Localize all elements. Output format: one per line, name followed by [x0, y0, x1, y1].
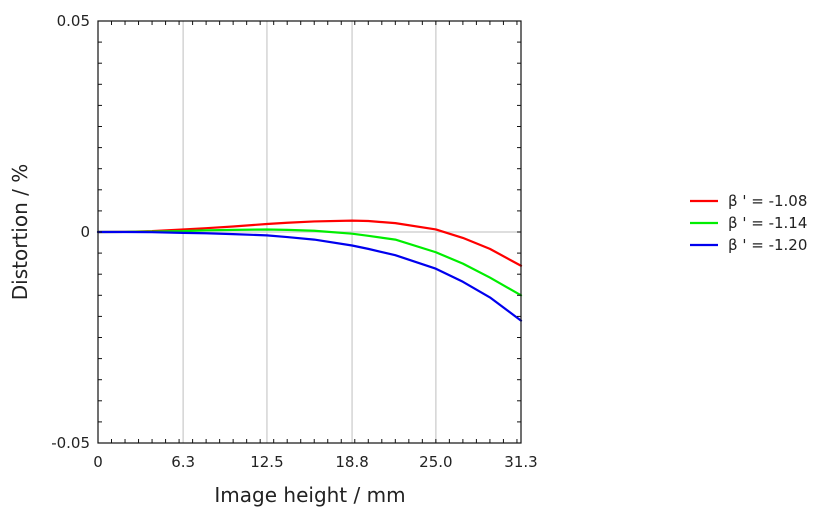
tick-layer — [97, 20, 521, 444]
series-line — [96, 219, 523, 267]
x-tick-label: 12.5 — [250, 453, 283, 471]
y-tick-label: 0.05 — [57, 12, 90, 30]
legend-label: β ' = -1.14 — [728, 214, 807, 232]
series-line — [96, 230, 523, 322]
x-tick-label: 31.3 — [504, 453, 537, 471]
x-axis-title: Image height / mm — [214, 483, 405, 507]
y-axis-title: Distortion / % — [8, 164, 32, 300]
x-tick-label: 25.0 — [419, 453, 452, 471]
x-tick-label: 0 — [93, 453, 103, 471]
legend-label: β ' = -1.20 — [728, 236, 807, 254]
legend: β ' = -1.08 β ' = -1.14 β ' = -1.20 — [690, 192, 807, 254]
x-tick-label: 18.8 — [335, 453, 368, 471]
y-tick-label: -0.05 — [51, 434, 90, 452]
legend-label: β ' = -1.08 — [728, 192, 807, 210]
label-layer: 0 6.3 12.5 18.8 25.0 31.30.050-0.05 — [51, 12, 538, 471]
x-tick-label: 6.3 — [171, 453, 195, 471]
series-line — [96, 228, 523, 297]
y-tick-label: 0 — [80, 223, 90, 241]
series-layer — [96, 219, 523, 322]
